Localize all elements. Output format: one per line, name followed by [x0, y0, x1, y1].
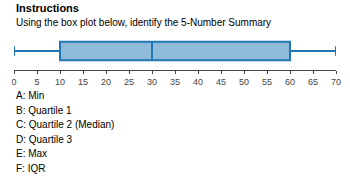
svg-text:C: Quartile 2 (Median): C: Quartile 2 (Median) [16, 119, 114, 130]
svg-text:50: 50 [239, 77, 249, 87]
svg-text:25: 25 [124, 77, 134, 87]
svg-text:D: Quartile 3: D: Quartile 3 [16, 134, 73, 145]
svg-text:Using the box plot below, iden: Using the box plot below, identify the 5… [16, 17, 271, 28]
svg-text:5: 5 [34, 77, 39, 87]
svg-text:40: 40 [193, 77, 203, 87]
svg-text:35: 35 [170, 77, 180, 87]
svg-text:B: Quartile 1: B: Quartile 1 [16, 105, 72, 116]
svg-text:55: 55 [262, 77, 272, 87]
svg-text:65: 65 [308, 77, 318, 87]
svg-text:Instructions: Instructions [16, 2, 79, 14]
svg-text:70: 70 [331, 77, 341, 87]
svg-text:E: Max: E: Max [16, 148, 47, 159]
svg-text:60: 60 [285, 77, 295, 87]
svg-text:30: 30 [147, 77, 157, 87]
svg-text:45: 45 [216, 77, 226, 87]
svg-text:20: 20 [101, 77, 111, 87]
svg-text:15: 15 [78, 77, 88, 87]
svg-text:F: IQR: F: IQR [16, 163, 45, 174]
svg-text:0: 0 [11, 77, 16, 87]
svg-text:A: Min: A: Min [16, 90, 44, 101]
svg-text:10: 10 [55, 77, 65, 87]
